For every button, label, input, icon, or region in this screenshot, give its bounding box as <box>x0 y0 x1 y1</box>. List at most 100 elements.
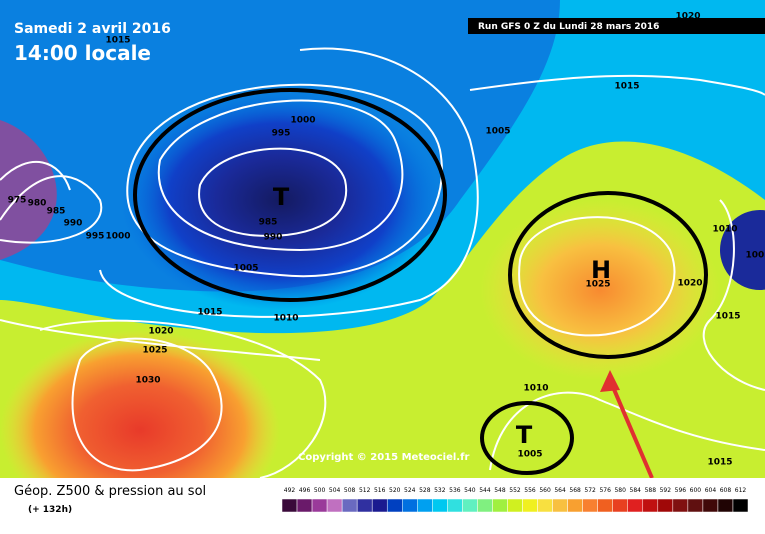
scale-label: 548 <box>494 487 506 494</box>
low-circle <box>480 401 574 475</box>
scale-label: 572 <box>584 487 596 494</box>
scale-swatch <box>552 498 568 513</box>
scale-label: 508 <box>344 487 356 494</box>
scale-label: 516 <box>374 487 386 494</box>
isobar-label: 995 <box>86 232 105 242</box>
scale-swatch <box>326 498 343 513</box>
isobar-label: 1000 <box>105 232 130 242</box>
isobar-label: 1000 <box>290 116 315 126</box>
scale-label: 520 <box>389 487 401 494</box>
cold-area <box>0 120 57 260</box>
copyright: Copyright © 2015 Meteociel.fr <box>298 452 469 463</box>
scale-label: 564 <box>554 487 566 494</box>
scale-swatch <box>507 498 523 513</box>
scale-label: 604 <box>705 487 717 494</box>
scale-label: 492 <box>284 487 296 494</box>
scale-label: 544 <box>479 487 491 494</box>
isobar-label: 1005 <box>517 450 542 460</box>
high-core <box>480 200 720 380</box>
scale-label: 540 <box>464 487 476 494</box>
scale-label: 552 <box>509 487 521 494</box>
scale-label: 588 <box>645 487 657 494</box>
scale-swatch <box>386 498 403 513</box>
scale-label: 496 <box>299 487 311 494</box>
scale-swatch <box>522 498 538 513</box>
scale-swatch <box>597 498 613 513</box>
isobar-label: 1025 <box>585 280 610 290</box>
scale-label: 556 <box>524 487 536 494</box>
scale-swatch <box>311 498 328 513</box>
scale-swatch <box>732 498 749 513</box>
scale-swatch <box>567 498 583 513</box>
scale-swatch <box>642 498 659 513</box>
legend-title: Géop. Z500 & pression au sol <box>14 484 206 499</box>
lead-time: (+ 132h) <box>28 505 72 515</box>
low-core <box>720 210 765 290</box>
scale-label: 536 <box>449 487 461 494</box>
arrow <box>608 379 654 479</box>
scale-label: 584 <box>630 487 642 494</box>
run-text: Run GFS 0 Z du Lundi 28 mars 2016 <box>478 22 659 32</box>
scale-swatch <box>356 498 373 513</box>
scale-swatch <box>492 498 508 513</box>
isobar-label: 1020 <box>675 12 700 22</box>
high-circle <box>508 191 708 359</box>
isobar-label: 1020 <box>148 327 173 337</box>
scale-label: 580 <box>614 487 626 494</box>
scale-swatch <box>477 498 493 513</box>
isobar-label: 985 <box>47 207 66 217</box>
scale-swatch <box>612 498 628 513</box>
isobar-label: 1015 <box>614 82 639 92</box>
scale-label: 560 <box>539 487 551 494</box>
isobar-label: 975 <box>8 196 27 206</box>
scale-swatch <box>432 498 448 513</box>
scale-label: 612 <box>735 487 747 494</box>
time: 14:00 locale <box>14 41 151 65</box>
isobar-label: 990 <box>64 219 83 229</box>
scale-label: 576 <box>599 487 611 494</box>
scale-swatch <box>281 498 298 513</box>
scale-swatch <box>417 498 433 513</box>
scale-label: 528 <box>419 487 431 494</box>
isobar-label: 1030 <box>135 376 160 386</box>
isobar-label: 1025 <box>142 346 167 356</box>
scale-label: 608 <box>720 487 732 494</box>
scale-swatch <box>672 498 689 513</box>
scale-swatch <box>627 498 644 513</box>
scale-label: 512 <box>359 487 371 494</box>
scale-swatch <box>341 498 358 513</box>
isobar-label: 1010 <box>523 384 548 394</box>
isobar-label: 990 <box>264 233 283 243</box>
scale-swatch <box>537 498 553 513</box>
scale-swatch <box>582 498 598 513</box>
pressure-center: H <box>591 256 611 284</box>
scale-label: 500 <box>314 487 326 494</box>
isobar-label: 1015 <box>707 458 732 468</box>
scale-label: 504 <box>329 487 341 494</box>
isobars <box>0 47 765 479</box>
isobar-label: 1015 <box>715 312 740 322</box>
run-banner <box>468 18 765 34</box>
scale-label: 524 <box>404 487 416 494</box>
scale-swatch <box>702 498 719 513</box>
scale-label: 600 <box>690 487 702 494</box>
scale-label: 596 <box>675 487 687 494</box>
scale-swatch <box>717 498 734 513</box>
arrow-head <box>600 370 620 392</box>
isobar-label: 1015 <box>105 36 130 46</box>
scale-swatch <box>296 498 313 513</box>
isobar-label: 980 <box>28 199 47 209</box>
isobar-label: 1015 <box>197 308 222 318</box>
isobar-label: 1005 <box>485 127 510 137</box>
date: Samedi 2 avril 2016 <box>14 21 171 37</box>
scale-swatch <box>402 498 418 513</box>
scale-swatch <box>371 498 388 513</box>
scale-label: 532 <box>434 487 446 494</box>
isobar-label: 1020 <box>677 279 702 289</box>
low-core <box>120 90 440 310</box>
scale-swatch <box>687 498 704 513</box>
isobar-label: 985 <box>259 218 278 228</box>
isobar-label: 1010 <box>273 314 298 324</box>
scale-label: 568 <box>569 487 581 494</box>
scale-swatch <box>462 498 478 513</box>
